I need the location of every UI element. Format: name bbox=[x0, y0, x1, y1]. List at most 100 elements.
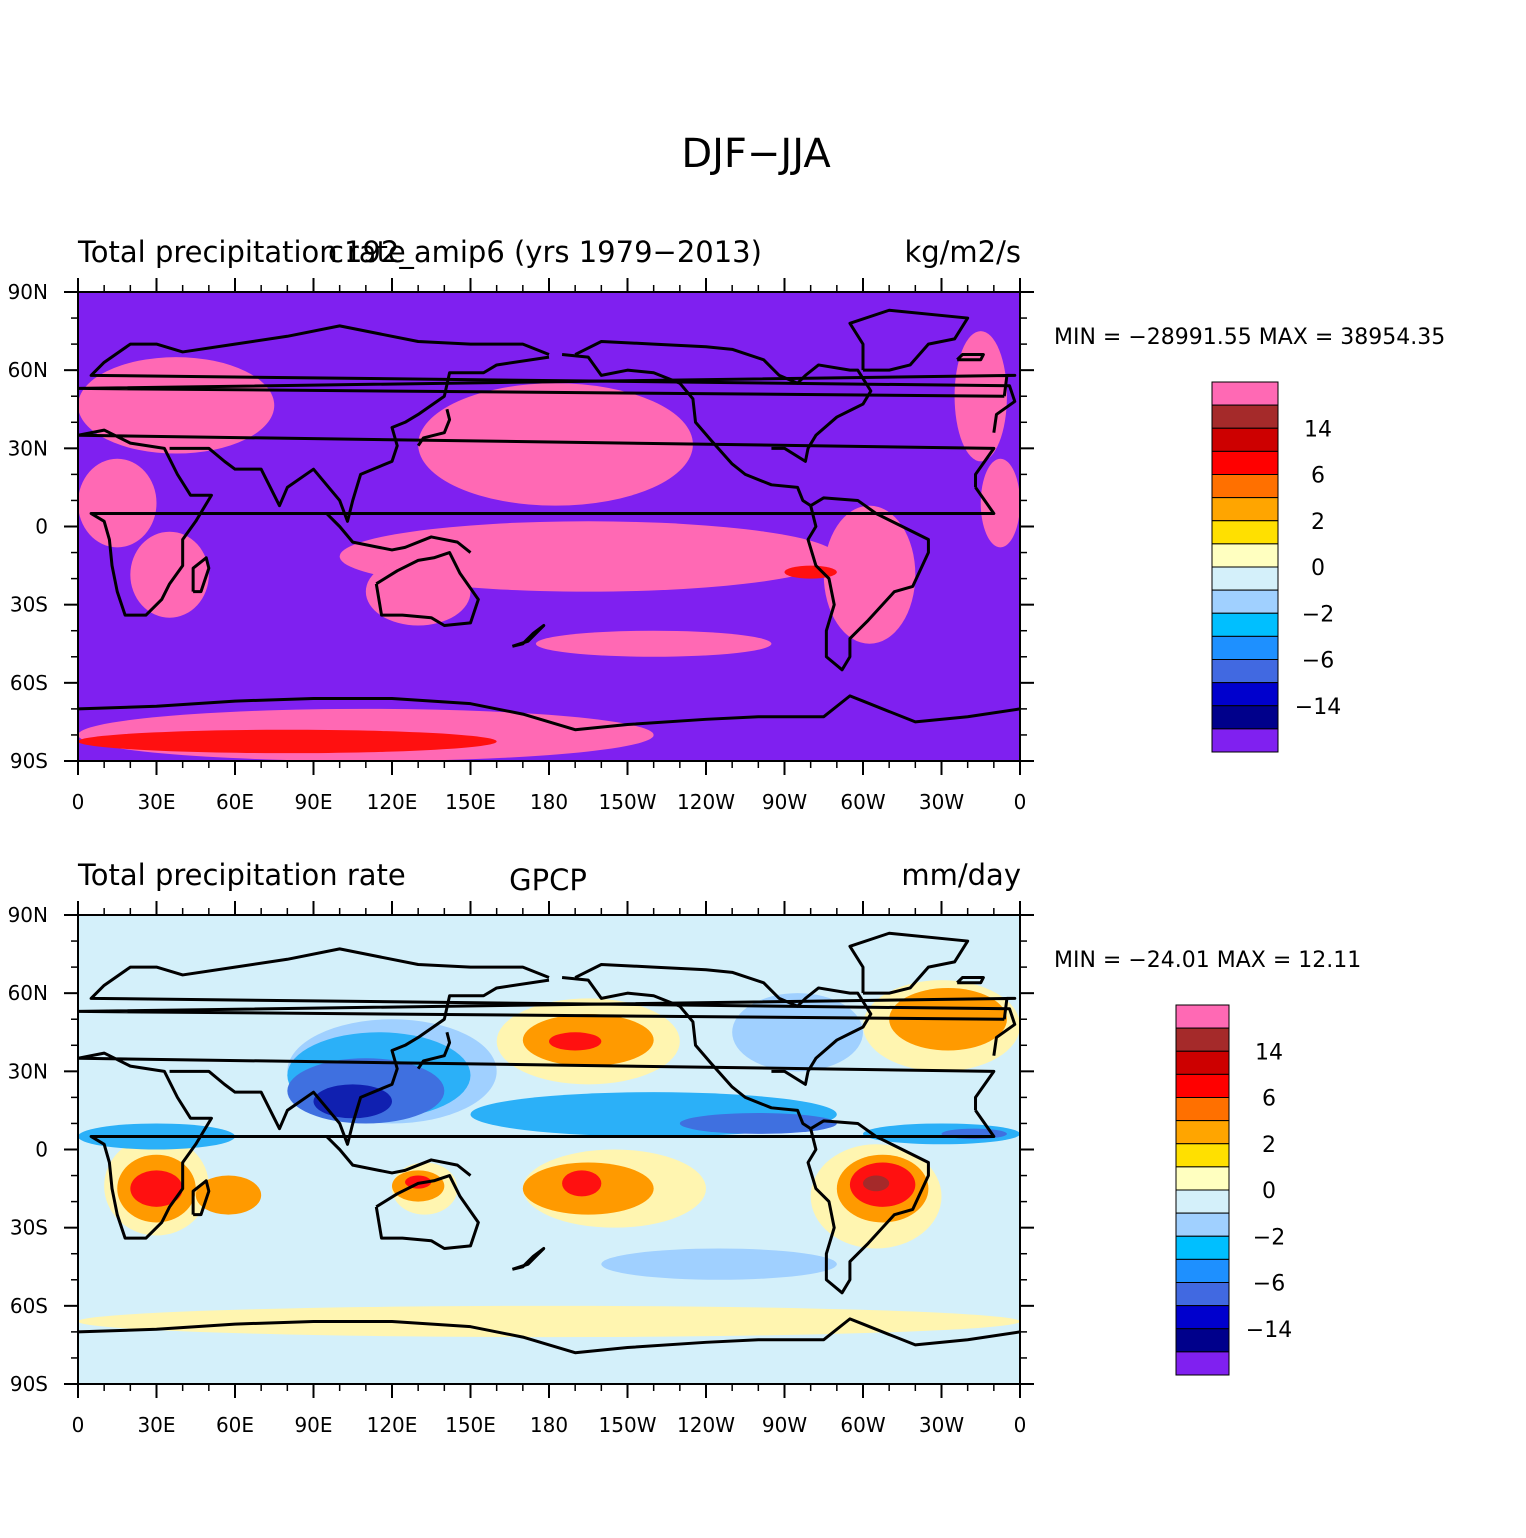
lon-tick-label: 120E bbox=[367, 1413, 418, 1437]
coastline bbox=[191, 556, 211, 594]
lon-tick-label: 0 bbox=[1014, 790, 1027, 814]
lon-tick-label: 150W bbox=[599, 790, 657, 814]
colorbar-box bbox=[1175, 1258, 1230, 1283]
colorbar-box bbox=[1175, 1166, 1230, 1191]
colorbar-box bbox=[1175, 1189, 1230, 1214]
coastline bbox=[956, 353, 985, 362]
colorbar-box bbox=[1175, 1235, 1230, 1260]
gpcp-colorbar: 14 6 2 0 −2 −6 −14 bbox=[1175, 1004, 1292, 1376]
lat-tick-label: 90N bbox=[8, 280, 48, 304]
colorbar-box bbox=[1175, 1120, 1230, 1145]
lon-tick-label: 60W bbox=[840, 1413, 885, 1437]
coastline bbox=[574, 340, 873, 463]
field-region-red bbox=[562, 1170, 602, 1197]
panel-units: kg/m2/s bbox=[904, 235, 1021, 269]
model-precip-field bbox=[78, 292, 1020, 761]
colorbar-label: −14 bbox=[1295, 695, 1341, 720]
colorbar-box bbox=[1211, 566, 1279, 591]
colorbar-label: 14 bbox=[1255, 1040, 1283, 1065]
field-region-red bbox=[549, 1032, 602, 1051]
coastline bbox=[806, 496, 930, 672]
coastline bbox=[511, 1247, 546, 1271]
lat-tick-label: 60S bbox=[10, 671, 48, 695]
coastline bbox=[956, 976, 985, 985]
field-region-pink bbox=[78, 458, 157, 548]
model-coastlines bbox=[78, 308, 1020, 732]
lon-tick-label: 30W bbox=[919, 1413, 964, 1437]
coastline bbox=[89, 947, 1017, 1056]
gpcp-coastlines bbox=[78, 931, 1020, 1355]
panel-left-title: Total precipitation rate bbox=[77, 235, 406, 269]
panel-center-title: c192_amip6 (yrs 1979−2013) bbox=[328, 235, 762, 269]
lat-tick-label: 60N bbox=[8, 981, 48, 1005]
field-region-pink bbox=[130, 531, 209, 618]
model-panel: Total precipitation rate c192_amip6 (yrs… bbox=[8, 235, 1446, 814]
panel-left-title: Total precipitation rate bbox=[77, 858, 406, 892]
colorbar-label: 2 bbox=[1262, 1133, 1276, 1158]
coastline bbox=[78, 1317, 1020, 1355]
field-region-pink bbox=[339, 521, 837, 592]
gpcp-panel: Total precipitation rate GPCP mm/day 90N… bbox=[8, 858, 1362, 1437]
lon-tick-label: 150E bbox=[445, 790, 496, 814]
colorbar-box bbox=[1211, 404, 1279, 429]
field-region-pink bbox=[78, 357, 275, 454]
coastline bbox=[574, 963, 873, 1086]
lon-tick-label: 120W bbox=[677, 1413, 735, 1437]
lon-tick-label: 30E bbox=[137, 790, 175, 814]
coastline bbox=[191, 1179, 211, 1217]
colorbar-box bbox=[1175, 1027, 1230, 1052]
colorbar-box bbox=[1175, 1212, 1230, 1237]
colorbar-box bbox=[1211, 450, 1279, 475]
colorbar-box bbox=[1175, 1097, 1230, 1122]
lon-tick-label: 90E bbox=[294, 790, 332, 814]
field-region-orange bbox=[195, 1175, 262, 1215]
field-region-red bbox=[78, 729, 497, 754]
lat-tick-label: 0 bbox=[35, 1138, 48, 1162]
lat-tick-label: 30S bbox=[10, 593, 48, 617]
coastline bbox=[374, 551, 480, 628]
colorbar-label: −14 bbox=[1246, 1318, 1292, 1343]
colorbar-box bbox=[1211, 589, 1279, 614]
colorbar-label: −2 bbox=[1253, 1225, 1285, 1250]
field-region-pink bbox=[418, 383, 693, 506]
field-region-pink bbox=[535, 630, 772, 657]
lon-tick-label: 150W bbox=[599, 1413, 657, 1437]
field-region-pink bbox=[980, 458, 1020, 548]
colorbar-label: −2 bbox=[1302, 602, 1334, 627]
model-axes: 90N 60N 30N 0 30S 60S 90S 0 30E 60E 90E 120E 150E 180… bbox=[8, 278, 1034, 814]
lon-tick-label: 30E bbox=[137, 1413, 175, 1437]
colorbar-box bbox=[1211, 705, 1279, 730]
lat-tick-label: 30N bbox=[8, 436, 48, 460]
gpcp-axes: 90N 60N 30N 0 30S 60S 90S 0 30E 60E 90E 120E 150E 180… bbox=[8, 901, 1034, 1437]
colorbar-box bbox=[1211, 659, 1279, 684]
lon-tick-label: 60E bbox=[216, 790, 254, 814]
colorbar-label: 2 bbox=[1311, 510, 1325, 535]
colorbar-box bbox=[1175, 1328, 1230, 1353]
coastline bbox=[374, 1174, 480, 1251]
coastline bbox=[416, 408, 452, 447]
colorbar-box bbox=[1211, 543, 1279, 568]
lon-tick-label: 90E bbox=[294, 1413, 332, 1437]
field-region-pink bbox=[823, 505, 916, 644]
colorbar-box bbox=[1211, 474, 1279, 499]
coastline bbox=[78, 996, 1017, 1021]
panel-units: mm/day bbox=[901, 858, 1021, 892]
lat-tick-label: 60N bbox=[8, 358, 48, 382]
min-max-stats: MIN = −24.01 MAX = 12.11 bbox=[1054, 948, 1361, 973]
colorbar-label: 0 bbox=[1262, 1179, 1276, 1204]
lat-tick-label: 60S bbox=[10, 1294, 48, 1318]
coastline bbox=[561, 976, 812, 1130]
field-region-blue bbox=[679, 1113, 837, 1134]
colorbar-label: 6 bbox=[1311, 464, 1325, 489]
colorbar-box bbox=[1211, 381, 1279, 406]
field-region-lightblue bbox=[732, 993, 863, 1072]
coastline bbox=[89, 324, 1017, 433]
field-region-lightblue bbox=[601, 1248, 837, 1280]
colorbar-box bbox=[1175, 1282, 1230, 1307]
coastline bbox=[561, 353, 812, 507]
lon-tick-label: 150E bbox=[445, 1413, 496, 1437]
coastline bbox=[848, 308, 970, 372]
colorbar-box bbox=[1175, 1050, 1230, 1075]
colorbar-label: −6 bbox=[1253, 1272, 1285, 1297]
lat-tick-label: 0 bbox=[35, 515, 48, 539]
